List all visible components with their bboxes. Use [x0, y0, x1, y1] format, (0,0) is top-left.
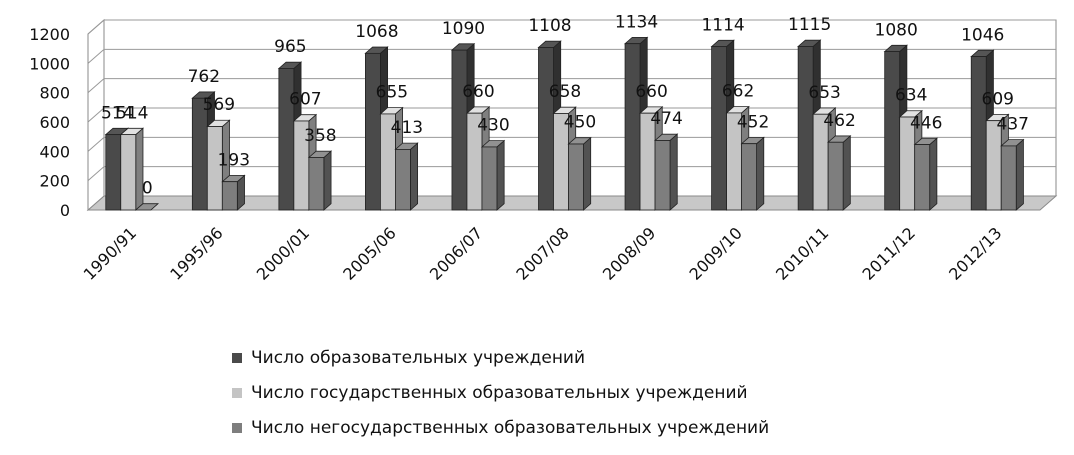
- bar: [308, 157, 325, 211]
- data-label: 1108: [528, 16, 571, 36]
- bar: [206, 126, 223, 211]
- data-label: 514: [101, 103, 133, 123]
- x-tick-label: 2011/12: [859, 223, 919, 283]
- bar-top: [134, 203, 160, 211]
- data-label: 1115: [788, 15, 831, 35]
- legend-label-nonstate: Число негосударственных образовательных …: [251, 417, 770, 438]
- bar-side: [756, 136, 765, 211]
- data-label: 1080: [875, 20, 918, 40]
- x-tick-label: 2007/08: [512, 223, 572, 283]
- bar: [654, 140, 671, 211]
- legend-swatch-state: [232, 387, 242, 398]
- bar-side: [669, 133, 678, 211]
- data-label: 660: [462, 82, 494, 102]
- y-tick-label: 800: [39, 84, 70, 103]
- bar: [827, 141, 844, 211]
- x-tick-label: 1990/91: [80, 223, 140, 283]
- gridline: [87, 48, 1056, 64]
- y-tick-label: 200: [39, 172, 70, 191]
- bar-side: [929, 137, 938, 211]
- bar: [395, 149, 411, 211]
- data-label: 607: [289, 90, 321, 110]
- data-label: 658: [549, 82, 581, 102]
- bar: [970, 56, 987, 211]
- y-tick-label: 1200: [29, 25, 70, 44]
- bar: [120, 134, 137, 211]
- data-label: 1114: [701, 15, 744, 35]
- x-tick-label: 2010/11: [772, 223, 832, 283]
- legend: Число образовательных учреждений Число г…: [232, 340, 769, 445]
- legend-label-total: Число образовательных учреждений: [251, 347, 586, 368]
- gridline: [87, 19, 1056, 35]
- data-label: 965: [274, 37, 306, 57]
- data-label: 514: [116, 103, 148, 123]
- data-label: 413: [391, 118, 423, 138]
- data-label: 609: [982, 89, 1014, 109]
- bar: [884, 51, 901, 211]
- data-label: 452: [737, 112, 769, 132]
- bar: [105, 134, 122, 211]
- bar: [568, 143, 584, 211]
- data-label: 1068: [355, 22, 398, 42]
- bar: [797, 46, 814, 211]
- bar: [914, 144, 931, 211]
- y-tick-label: 400: [39, 142, 70, 161]
- data-label: 662: [722, 82, 754, 102]
- data-label: 660: [635, 82, 667, 102]
- data-label: 446: [910, 113, 942, 133]
- legend-item-total: Число образовательных учреждений: [232, 340, 769, 375]
- x-tick-label: 1995/96: [166, 223, 226, 283]
- bar-side: [323, 150, 332, 211]
- x-tick-label: 2012/13: [945, 223, 1005, 283]
- legend-swatch-nonstate: [232, 422, 242, 433]
- x-tick-label: 2008/09: [599, 223, 659, 283]
- data-label: 762: [188, 67, 220, 87]
- bar: [451, 49, 468, 211]
- bar: [624, 43, 641, 211]
- bar: [365, 52, 381, 211]
- x-tick-label: 2009/10: [685, 223, 745, 283]
- data-label: 358: [304, 126, 336, 146]
- data-label: 462: [823, 111, 855, 131]
- y-tick-label: 600: [39, 113, 70, 132]
- legend-swatch-total: [232, 352, 242, 363]
- data-label: 0: [142, 179, 153, 199]
- bar: [481, 146, 498, 211]
- bar-side: [842, 135, 851, 211]
- data-label: 1134: [615, 12, 658, 32]
- bar-side: [1015, 138, 1024, 211]
- data-label: 474: [650, 109, 682, 129]
- data-label: 193: [218, 150, 250, 170]
- bar-side: [583, 136, 592, 211]
- data-label: 569: [203, 95, 235, 115]
- gridline: [87, 78, 1056, 94]
- bar: [1000, 145, 1017, 211]
- data-label: 1046: [961, 25, 1004, 45]
- bar: [711, 46, 727, 211]
- legend-item-nonstate: Число негосударственных образовательных …: [232, 410, 769, 445]
- data-label: 653: [808, 83, 840, 103]
- bar: [741, 143, 757, 211]
- x-tick-label: 2000/01: [253, 223, 313, 283]
- legend-label-state: Число государственных образовательных уч…: [251, 382, 748, 403]
- data-label: 1090: [442, 19, 485, 39]
- data-label: 634: [895, 86, 927, 106]
- bar-side: [410, 142, 419, 211]
- bar-side: [496, 139, 505, 211]
- data-label: 437: [997, 115, 1029, 135]
- y-tick-label: 1000: [29, 54, 70, 73]
- bar: [538, 47, 554, 211]
- bar: [221, 181, 238, 211]
- x-tick-label: 2006/07: [426, 223, 486, 283]
- data-label: 450: [564, 113, 596, 133]
- x-tick-label: 2005/06: [339, 223, 399, 283]
- y-tick-label: 0: [60, 201, 70, 220]
- data-label: 430: [477, 116, 509, 136]
- data-label: 655: [376, 83, 408, 103]
- legend-item-state: Число государственных образовательных уч…: [232, 375, 769, 410]
